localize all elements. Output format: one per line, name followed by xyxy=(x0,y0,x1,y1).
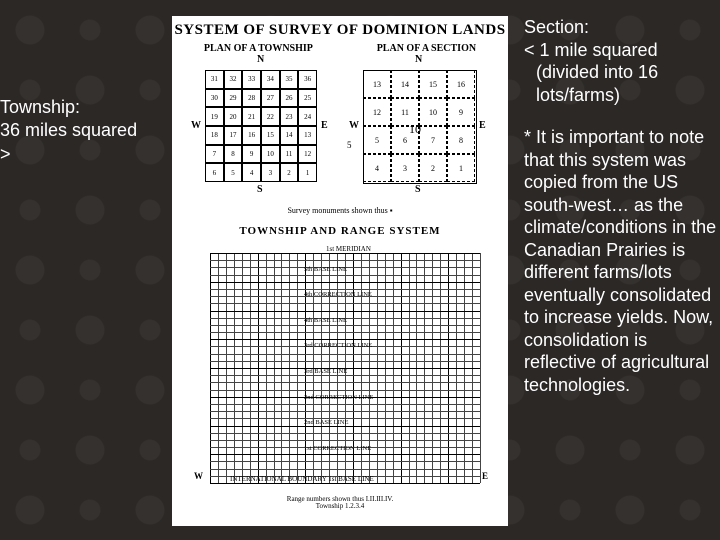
left-annotation: Township: 36 miles squared > xyxy=(0,96,170,166)
baseline-label: 1st CORRECTION LINE xyxy=(304,445,371,452)
baseline-label: 3rd BASE LINE xyxy=(304,368,347,375)
section-cell: 4 xyxy=(363,154,391,182)
section-line3: (divided into 16 xyxy=(524,61,720,84)
upper-charts: N S W E 31323334353630292827262519202122… xyxy=(172,56,508,206)
range-w: W xyxy=(194,471,203,481)
section-cell: 7 xyxy=(419,126,447,154)
sub-right: PLAN OF A SECTION xyxy=(377,43,476,54)
sec-compass-e: E xyxy=(479,120,486,131)
section-cell: 5 xyxy=(363,126,391,154)
township-cell: 20 xyxy=(224,107,243,126)
sec-compass-s: S xyxy=(415,184,421,195)
slide-root: Township: 36 miles squared > Section: < … xyxy=(0,0,720,540)
township-cell: 32 xyxy=(224,70,243,89)
range-grid: 5th BASE LINE 4th CORRECTION LINE 4th BASE… xyxy=(210,253,480,483)
township-cell: 33 xyxy=(242,70,261,89)
compass-n: N xyxy=(257,54,264,65)
compass-w: W xyxy=(191,120,201,131)
township-cell: 24 xyxy=(298,107,317,126)
township-cell: 9 xyxy=(242,145,261,164)
section-chains: 10 xyxy=(409,122,421,137)
section-cell: 10 xyxy=(419,98,447,126)
section-cell: 1 xyxy=(447,154,475,182)
baseline-label: 4th CORRECTION LINE xyxy=(304,291,372,298)
baseline-label: 3rd CORRECTION LINE xyxy=(304,342,372,349)
section-cell: 14 xyxy=(391,70,419,98)
left-line1: Township: xyxy=(0,96,170,119)
section-cell: 3 xyxy=(391,154,419,182)
section-cell: 15 xyxy=(419,70,447,98)
township-cell: 14 xyxy=(280,126,299,145)
section-cell: 2 xyxy=(419,154,447,182)
compass-e: E xyxy=(321,120,328,131)
township-cell: 27 xyxy=(261,89,280,108)
section-cell: 12 xyxy=(363,98,391,126)
township-cell: 16 xyxy=(242,126,261,145)
township-cell: 6 xyxy=(205,163,224,182)
township-cell: 8 xyxy=(224,145,243,164)
section-cell: 16 xyxy=(447,70,475,98)
township-cell: 2 xyxy=(280,163,299,182)
baseline-label: 2nd CORRECTION LINE xyxy=(304,394,373,401)
township-cell: 35 xyxy=(280,70,299,89)
section-title: Section: xyxy=(524,16,720,39)
township-cell: 29 xyxy=(224,89,243,108)
section-cell: 8 xyxy=(447,126,475,154)
range-e: E xyxy=(482,471,488,481)
township-cell: 30 xyxy=(205,89,224,108)
section-cell: 9 xyxy=(447,98,475,126)
baseline-label: 4th BASE LINE xyxy=(304,317,347,324)
township-grid: 3132333435363029282726251920212223241817… xyxy=(205,70,317,182)
township-cell: 18 xyxy=(205,126,224,145)
range-system: 5th BASE LINE 4th CORRECTION LINE 4th BASE… xyxy=(190,243,490,513)
section-plan: N S W E 13141516121110956784321 10 5 xyxy=(349,56,489,206)
figure-title: SYSTEM OF SURVEY OF DOMINION LANDS xyxy=(172,22,508,39)
right-annotation: Section: < 1 mile squared (divided into … xyxy=(524,16,720,396)
section-line4: lots/farms) xyxy=(524,84,720,107)
survey-figure: SYSTEM OF SURVEY OF DOMINION LANDS PLAN … xyxy=(172,16,508,526)
township-plan: N S W E 31323334353630292827262519202122… xyxy=(191,56,331,206)
compass-s: S xyxy=(257,184,263,195)
section-line2: < 1 mile squared xyxy=(524,39,720,62)
township-cell: 15 xyxy=(261,126,280,145)
township-cell: 21 xyxy=(242,107,261,126)
township-cell: 3 xyxy=(261,163,280,182)
left-line2: 36 miles squared xyxy=(0,119,170,142)
township-numbers-line: Township 1.2.3.4 xyxy=(190,503,490,511)
meridian-label: 1st MERIDIAN xyxy=(326,245,371,253)
township-cell: 13 xyxy=(298,126,317,145)
survey-monuments: Survey monuments shown thus ▪ xyxy=(172,206,508,215)
baseline-label: 2nd BASE LINE xyxy=(304,419,348,426)
range-system-title: TOWNSHIP AND RANGE SYSTEM xyxy=(172,225,508,237)
section-cell: 13 xyxy=(363,70,391,98)
township-cell: 12 xyxy=(298,145,317,164)
township-cell: 17 xyxy=(224,126,243,145)
township-cell: 28 xyxy=(242,89,261,108)
township-cell: 31 xyxy=(205,70,224,89)
township-cell: 36 xyxy=(298,70,317,89)
township-cell: 19 xyxy=(205,107,224,126)
township-cell: 25 xyxy=(298,89,317,108)
township-cell: 26 xyxy=(280,89,299,108)
township-cell: 7 xyxy=(205,145,224,164)
range-bottom-caption: Range numbers shown thus I.II.III.IV. To… xyxy=(190,496,490,511)
note-text: * It is important to note that this syst… xyxy=(524,126,720,396)
township-cell: 11 xyxy=(280,145,299,164)
township-cell: 4 xyxy=(242,163,261,182)
sec-compass-n: N xyxy=(415,54,422,65)
township-cell: 22 xyxy=(261,107,280,126)
intl-boundary: INTERNATIONAL BOUNDARY 1st BASE LINE xyxy=(230,475,374,483)
section-league: 5 xyxy=(347,140,352,150)
township-cell: 1 xyxy=(298,163,317,182)
baseline-label: 5th BASE LINE xyxy=(304,266,347,273)
township-cell: 34 xyxy=(261,70,280,89)
township-cell: 23 xyxy=(280,107,299,126)
figure-subtitles: PLAN OF A TOWNSHIP PLAN OF A SECTION xyxy=(172,43,508,54)
township-cell: 10 xyxy=(261,145,280,164)
left-line3: > xyxy=(0,143,170,166)
township-cell: 5 xyxy=(224,163,243,182)
sec-compass-w: W xyxy=(349,120,359,131)
sub-left: PLAN OF A TOWNSHIP xyxy=(204,43,313,54)
